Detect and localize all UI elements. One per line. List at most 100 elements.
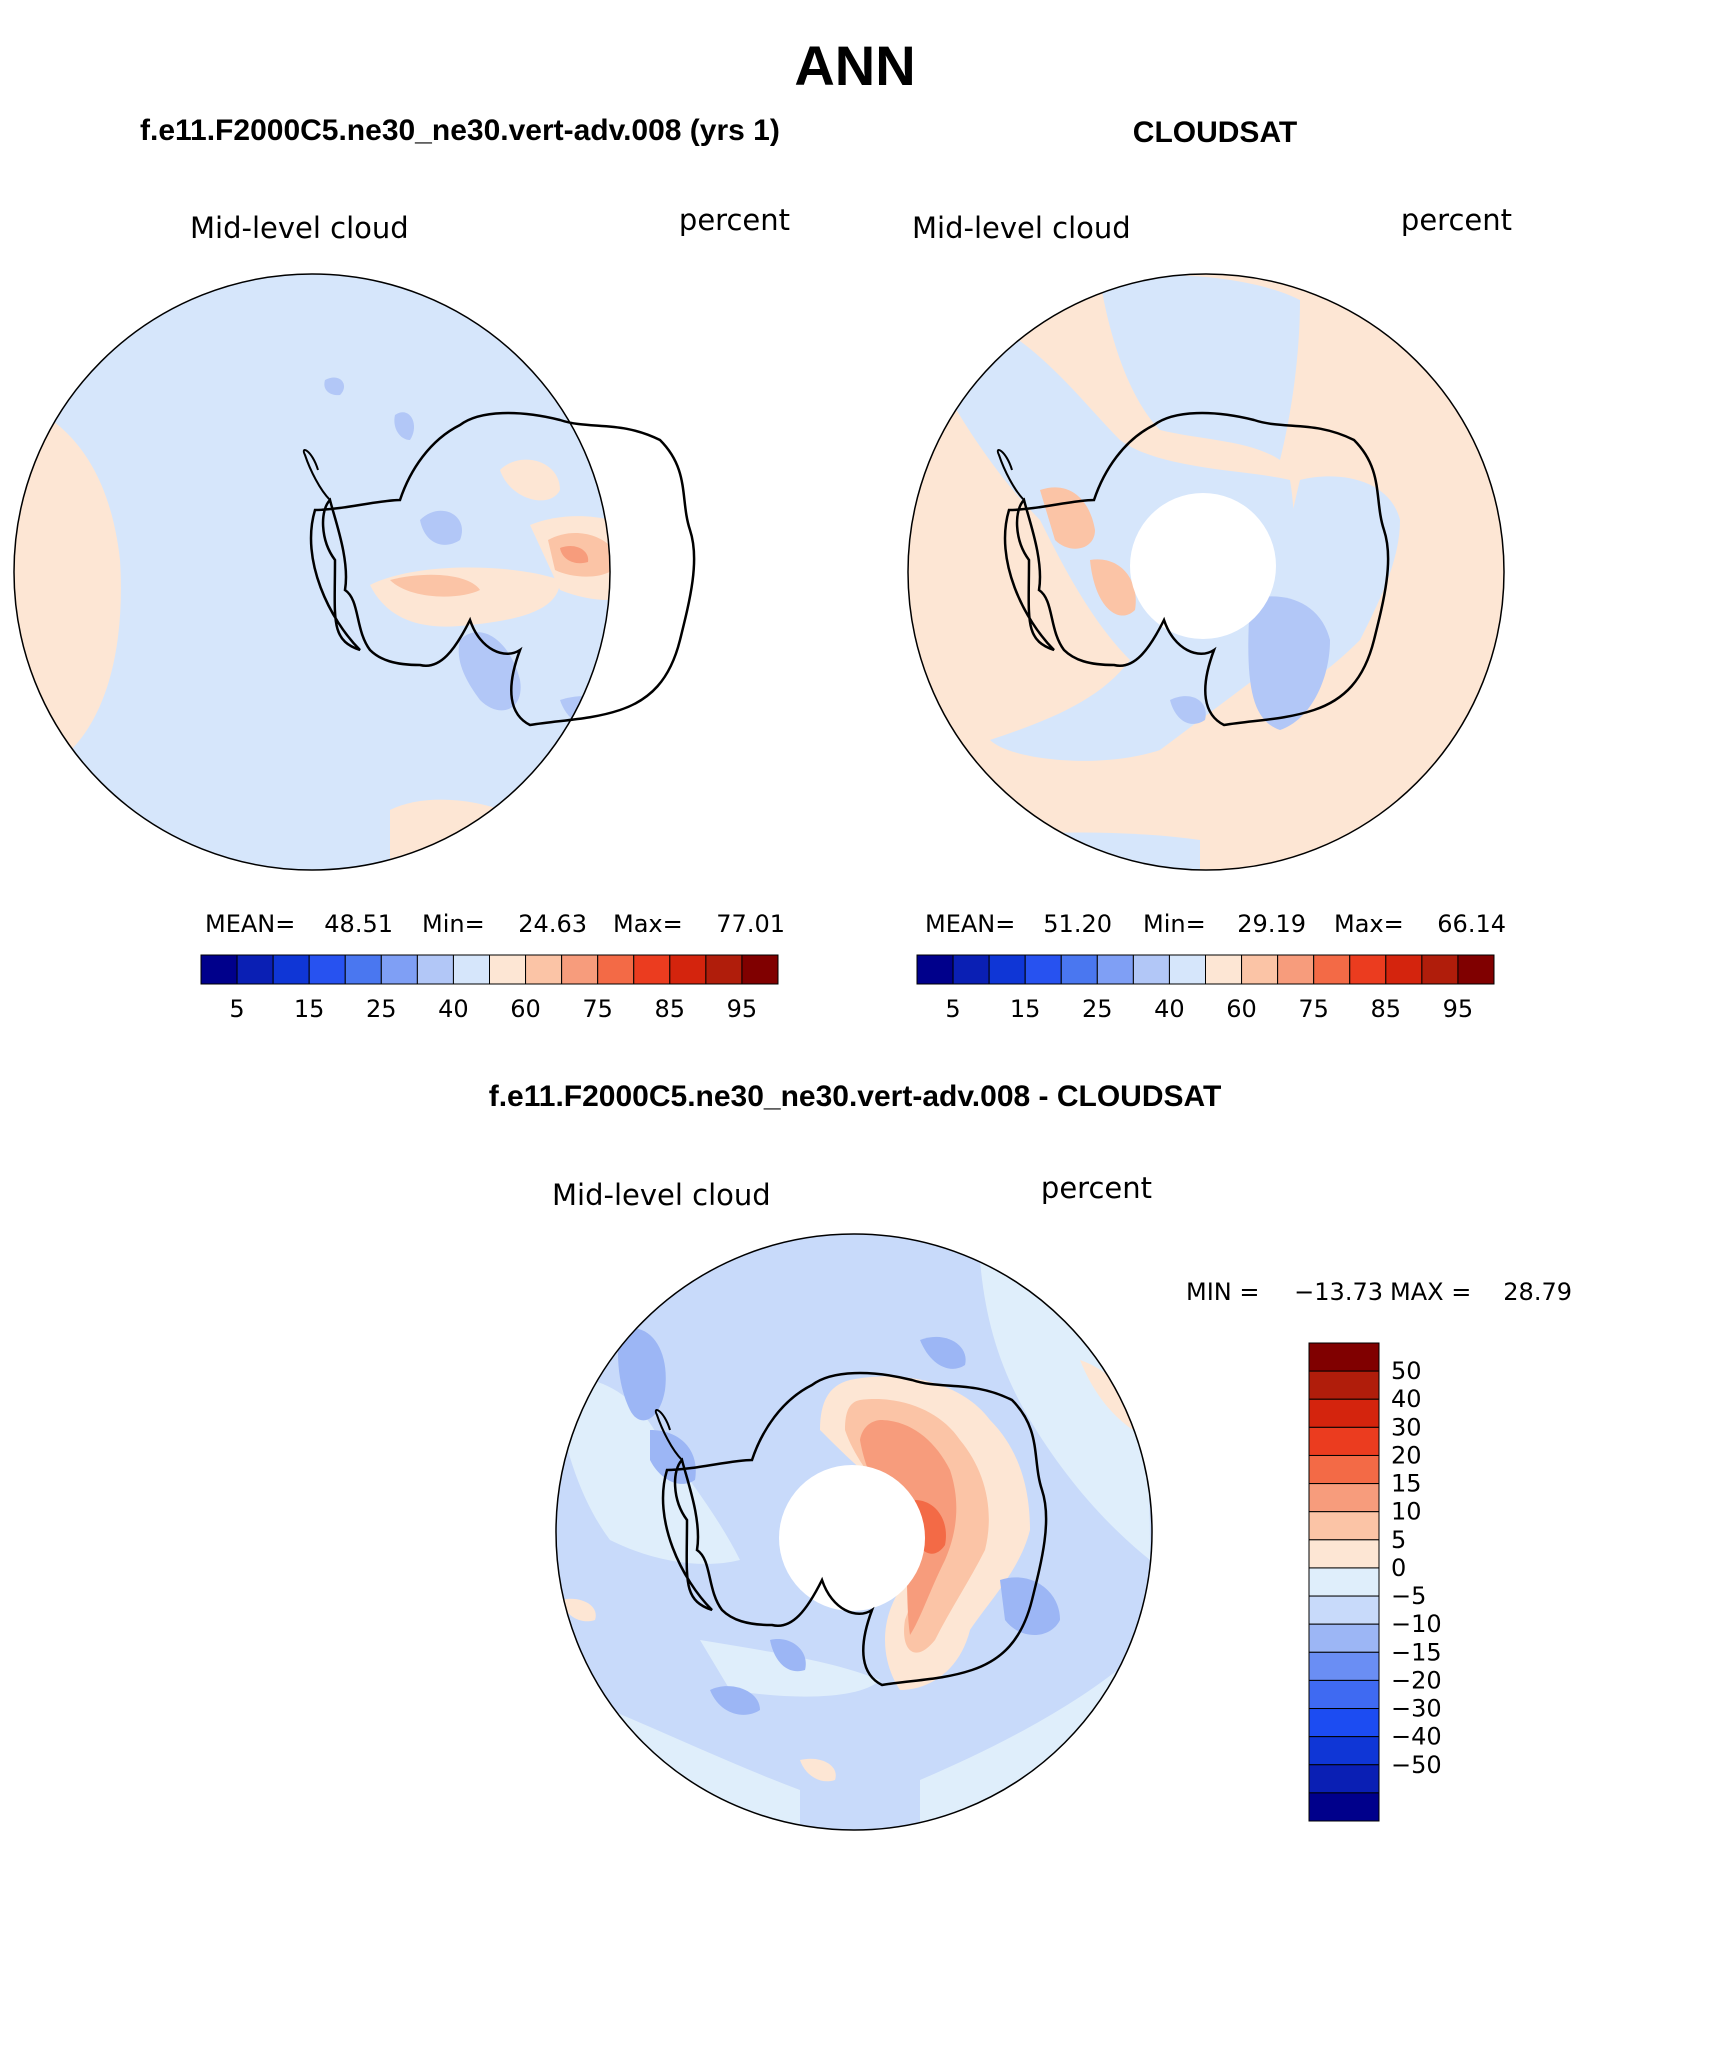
- colorbar-swatch: [1308, 1454, 1380, 1485]
- stat-min-value: 29.19: [1237, 910, 1306, 938]
- antarctica-coastline: [309, 411, 696, 727]
- map-warm-core: [1090, 559, 1136, 616]
- map-warm-peak: [560, 545, 589, 564]
- antarctica-coastline: [661, 1371, 1048, 1687]
- colorbar-swatch: [1132, 954, 1170, 985]
- map-warm-core: [390, 574, 480, 597]
- map-cool-core: [710, 1686, 760, 1715]
- main-title: ANN: [794, 34, 915, 97]
- map-boundary: [555, 1233, 1153, 1831]
- colorbar-swatch: [1308, 1736, 1380, 1766]
- colorbar-swatch: [1308, 1511, 1380, 1541]
- colorbar-swatch: [1308, 1426, 1380, 1456]
- panel-diff-variable: Mid-level cloud: [552, 1178, 771, 1212]
- colorbar-swatch: [1313, 954, 1351, 985]
- stat-max-value: 28.79: [1503, 1278, 1572, 1306]
- map-cool-core: [920, 1336, 966, 1369]
- colorbar-tick-label: 0: [1391, 1554, 1406, 1582]
- map-warm-region: [390, 799, 540, 870]
- colorbar-swatch: [1308, 1539, 1380, 1569]
- colorbar-swatch: [916, 954, 954, 985]
- colorbar-tick-label: 85: [655, 995, 686, 1023]
- colorbar-swatch: [1457, 954, 1495, 985]
- antarctic-peninsula: [996, 449, 1025, 501]
- map-cool-region: [324, 377, 345, 396]
- map-cool-core: [770, 1639, 806, 1672]
- panel-obs-map: [908, 274, 1504, 870]
- colorbar-swatch: [1277, 954, 1315, 985]
- colorbar-swatch: [1308, 1567, 1380, 1597]
- map-cool-region: [420, 510, 462, 545]
- stat-max-label: Max=: [613, 910, 683, 938]
- map-cool-core: [1248, 596, 1330, 730]
- colorbar-swatch: [272, 954, 310, 985]
- colorbar-swatch: [416, 954, 454, 985]
- colorbar-swatch: [1308, 1764, 1380, 1794]
- map-cool-region: [394, 412, 415, 440]
- colorbar-tick-label: 50: [1391, 1357, 1422, 1385]
- colorbar-tick-label: 10: [1391, 1498, 1422, 1526]
- colorbar-tick-label: 30: [1391, 1413, 1422, 1441]
- panel-diff: f.e11.F2000C5.ne30_ne30.vert-adv.008 - C…: [489, 1080, 1572, 1831]
- colorbar-swatch: [988, 954, 1026, 985]
- colorbar-swatch: [1308, 1483, 1380, 1513]
- colorbar-swatch: [1308, 1398, 1380, 1428]
- colorbar-swatch: [741, 954, 779, 985]
- colorbar-swatch: [1308, 1595, 1380, 1625]
- colorbar-tick-label: 95: [727, 995, 758, 1023]
- map-light-region: [556, 1378, 740, 1564]
- colorbar-tick-label: 40: [438, 995, 469, 1023]
- panel-model-map: [14, 274, 610, 870]
- colorbar-swatch: [489, 954, 527, 985]
- colorbar-swatch: [525, 954, 563, 985]
- colorbar-tick-label: −40: [1391, 1723, 1442, 1751]
- colorbar-swatch: [1096, 954, 1134, 985]
- colorbar-swatch: [200, 954, 238, 985]
- map-warm-region: [14, 400, 121, 760]
- colorbar-swatch: [1168, 954, 1206, 985]
- panel-model-colorbar: 5 15 25 40 60 75 85 95: [200, 954, 779, 1023]
- map-cool-core: [1170, 696, 1206, 724]
- stat-max-value: 66.14: [1437, 910, 1506, 938]
- panel-diff-map: [556, 1234, 1152, 1830]
- stat-mean-label: MEAN=: [205, 910, 295, 938]
- colorbar-tick-label: 5: [229, 995, 244, 1023]
- colorbar-tick-label: 85: [1371, 995, 1402, 1023]
- panel-obs-variable: Mid-level cloud: [912, 211, 1131, 245]
- panel-model-title: f.e11.F2000C5.ne30_ne30.vert-adv.008 (yr…: [140, 114, 780, 147]
- panel-model-variable: Mid-level cloud: [190, 211, 409, 245]
- colorbar-swatch: [561, 954, 599, 985]
- panel-obs-units: percent: [1401, 203, 1512, 237]
- map-cool-region: [1100, 275, 1300, 460]
- colorbar-tick-label: −30: [1391, 1695, 1442, 1723]
- colorbar-swatch: [1308, 1651, 1380, 1681]
- stat-min-label: Min=: [422, 910, 485, 938]
- colorbar-tick-label: 60: [1226, 995, 1257, 1023]
- colorbar-tick-label: 20: [1391, 1441, 1422, 1469]
- colorbar-tick-label: −10: [1391, 1610, 1442, 1638]
- panel-obs-colorbar: 5 15 25 40 60 75 85 95: [916, 954, 1495, 1023]
- panel-obs-title: CLOUDSAT: [1133, 116, 1297, 149]
- map-cool-region: [960, 832, 1200, 870]
- colorbar-swatch: [633, 954, 671, 985]
- antarctica-coastline: [1003, 411, 1390, 727]
- colorbar-tick-label: 25: [1082, 995, 1113, 1023]
- colorbar-tick-label: 75: [582, 995, 613, 1023]
- map-boundary: [13, 273, 611, 871]
- stat-max-value: 77.01: [716, 910, 785, 938]
- colorbar-tick-label: 60: [510, 995, 541, 1023]
- stat-min-label: Min=: [1143, 910, 1206, 938]
- map-warm-region: [560, 1598, 596, 1622]
- stat-mean-value: 48.51: [324, 910, 393, 938]
- colorbar-swatch: [1385, 954, 1423, 985]
- stat-max-label: MAX =: [1390, 1278, 1471, 1306]
- colorbar-tick-label: −20: [1391, 1666, 1442, 1694]
- map-warm-region: [500, 459, 560, 501]
- map-no-data-hole: [1130, 493, 1276, 639]
- colorbar-swatch: [1308, 1370, 1380, 1400]
- colorbar-swatch: [1308, 1679, 1380, 1710]
- panel-obs: CLOUDSAT Mid-level cloud percent MEAN= 5…: [907, 116, 1512, 1023]
- colorbar-swatch: [1060, 954, 1098, 985]
